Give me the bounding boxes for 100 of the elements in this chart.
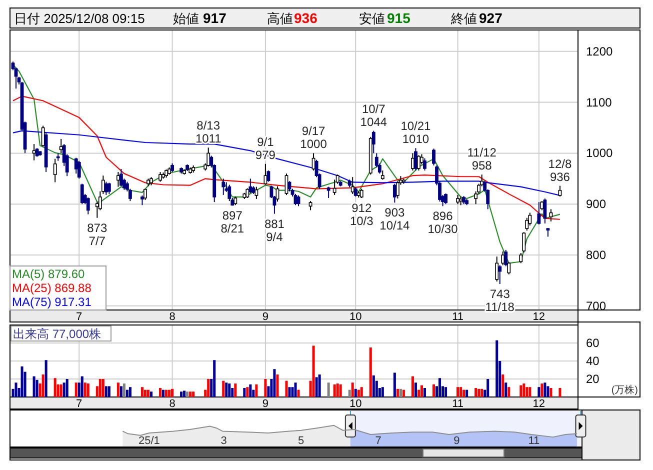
bar [86,384,90,397]
bar [502,374,504,397]
bar [357,390,360,397]
bar [104,386,108,397]
bar [402,390,405,397]
bar [480,388,484,397]
bar [213,360,216,397]
candlestick [360,188,364,198]
bar [128,387,132,397]
candlestick [246,188,250,198]
candlestick [507,262,511,275]
y-axis-title: (万株) [611,384,638,396]
candlestick [294,193,298,206]
candlestick [248,178,252,194]
candlestick [495,256,499,282]
bar [339,384,342,397]
bar [478,388,480,397]
bar [186,392,189,397]
bar [351,382,354,397]
candlestick [107,182,111,194]
candlestick [423,158,426,172]
x-tick-label: 9 [262,398,269,410]
candlestick [80,183,84,205]
y-tick-label: 800 [586,248,606,262]
bar [126,390,128,397]
candlestick [372,130,376,154]
x-tick-label: 12 [532,311,546,323]
bar [189,392,192,397]
candlestick [537,202,541,225]
bar [120,386,122,397]
candlestick [119,168,123,187]
candlestick [414,148,418,172]
bar [474,388,478,397]
bar [486,379,490,397]
candlestick [519,252,523,264]
candlestick [59,138,63,154]
candlestick [296,194,300,207]
bar [522,384,526,397]
bar [297,390,300,397]
candlestick [392,183,396,204]
x-tick-label: 7 [76,311,82,323]
bar [544,382,546,397]
bar [207,379,210,397]
bar [318,374,321,397]
bar [336,384,339,397]
text: MA(75) 917.31 [12,295,92,309]
y-tick-label: 900 [586,197,606,212]
annotation: 8/13 1011 [195,118,222,146]
candlestick [504,249,508,267]
bar [466,390,468,397]
x-tick-label: 7 [76,398,82,410]
bar [192,392,195,397]
candlestick [77,160,81,180]
candlestick [264,163,268,186]
x-tick-label: 11 [528,435,540,447]
bar [312,346,315,397]
text: 915 [387,10,411,26]
annotation: 10/7 1044 [360,102,388,129]
bar [456,387,460,397]
candlestick [312,152,316,172]
text: 終値 [450,11,477,26]
candlestick [254,186,258,200]
candlestick [206,147,210,167]
candlestick [104,181,108,196]
bar [255,384,258,397]
bar [20,366,24,397]
bar [546,386,550,397]
text: 高値 [267,11,293,26]
bar [228,384,231,397]
y-tick-label: 1200 [586,44,614,58]
bar [234,384,237,397]
candlestick [522,232,526,253]
candlestick [432,148,436,166]
bar [60,384,62,397]
x-tick-label: 11 [452,311,464,323]
bar [44,360,48,397]
candlestick [525,217,529,232]
bar [354,388,357,397]
x-tick-label: 7 [375,435,382,447]
chart-title: 出来高 77,000株 [13,327,102,341]
annotation: 896 10/30 [428,209,458,236]
bar [504,382,508,397]
bar [294,382,297,397]
bar [14,382,18,397]
bar [74,382,78,397]
x-tick-label: 8 [169,311,176,323]
x-tick-label: 8 [169,398,176,410]
bar [36,380,38,397]
bar [32,376,36,397]
x-tick-label: 3 [220,435,227,447]
bar [360,387,363,397]
text: 安値 [359,11,385,26]
candlestick [116,172,120,188]
candlestick [53,158,57,183]
text: 927 [479,10,503,26]
candlestick [380,170,384,180]
bar [417,390,420,397]
y-tick-label: 40 [586,354,600,368]
annotation: 873 7/7 [87,220,108,248]
text: 日付 2025/12/08 09:15 [14,11,145,26]
